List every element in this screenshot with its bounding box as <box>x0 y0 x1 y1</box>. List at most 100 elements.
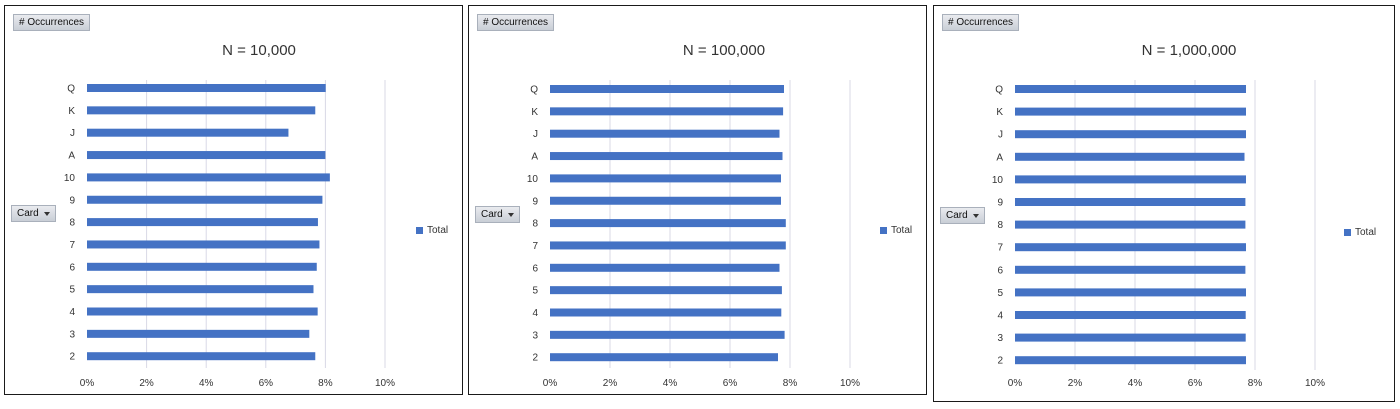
y-category-label: 9 <box>69 195 75 206</box>
y-category-label: 3 <box>532 330 538 341</box>
x-tick-label: 10% <box>840 378 860 389</box>
bar <box>1015 243 1246 252</box>
x-tick-label: 10% <box>1305 378 1325 389</box>
bar <box>550 152 783 161</box>
legend-swatch <box>1344 229 1351 236</box>
bar <box>87 173 330 182</box>
y-category-label: 5 <box>532 286 538 297</box>
occurrences-field-button[interactable]: # Occurrences <box>13 14 91 31</box>
y-category-label: 4 <box>997 311 1003 322</box>
chart-title: N = 10,000 <box>222 42 296 59</box>
bar <box>87 240 320 249</box>
legend-label: Total <box>891 225 913 236</box>
bar <box>550 107 784 116</box>
chevron-down-icon <box>972 213 979 218</box>
y-category-label: 8 <box>997 220 1003 231</box>
bar <box>1015 265 1246 274</box>
y-category-label: 10 <box>64 173 76 184</box>
x-tick-label: 6% <box>259 378 274 389</box>
bar <box>87 262 317 271</box>
y-category-label: A <box>68 151 75 162</box>
y-category-label: 4 <box>69 307 75 318</box>
y-category-label: 10 <box>527 174 539 185</box>
bar <box>1015 220 1246 229</box>
card-field-label: Card <box>946 210 968 221</box>
y-category-label: 6 <box>532 263 538 274</box>
y-category-label: Q <box>67 84 75 95</box>
y-category-label: A <box>996 152 1003 163</box>
bar <box>1015 311 1246 319</box>
y-category-label: 2 <box>69 352 75 363</box>
y-category-label: 4 <box>532 308 538 319</box>
bar <box>87 128 289 137</box>
x-tick-label: 0% <box>543 378 558 389</box>
bar <box>550 330 785 339</box>
card-field-button[interactable]: Card <box>475 206 520 223</box>
card-field-label: Card <box>17 208 39 219</box>
card-field-label: Card <box>481 209 503 220</box>
bar <box>87 307 318 316</box>
bar <box>550 353 778 362</box>
y-category-label: K <box>68 106 75 117</box>
x-tick-label: 2% <box>1068 378 1083 389</box>
legend: Total <box>880 225 912 236</box>
chart-panel: # Occurrences N = 1,000,000 Card 0% 2% 4% 6… <box>933 5 1395 402</box>
bar <box>87 195 323 204</box>
chart-title: N = 100,000 <box>682 42 766 59</box>
chart-title: N = 1,000,000 <box>1141 42 1237 59</box>
y-category-label: 10 <box>992 175 1004 186</box>
legend-swatch <box>416 227 423 234</box>
x-tick-label: 8% <box>1248 378 1263 389</box>
y-category-label: 5 <box>997 288 1003 299</box>
bar <box>87 352 316 361</box>
x-tick-label: 0% <box>80 378 95 389</box>
y-category-label: 7 <box>532 241 538 252</box>
bar <box>1015 107 1246 116</box>
y-category-label: 3 <box>69 329 75 340</box>
occurrences-field-button[interactable]: # Occurrences <box>477 14 555 31</box>
x-tick-label: 2% <box>139 378 154 389</box>
y-category-label: 7 <box>69 240 75 251</box>
x-tick-label: 4% <box>663 378 678 389</box>
legend-swatch <box>880 227 887 234</box>
x-tick-label: 4% <box>199 378 214 389</box>
legend-label: Total <box>1355 227 1377 238</box>
y-category-label: J <box>998 130 1003 141</box>
bar <box>1015 356 1246 365</box>
card-field-button[interactable]: Card <box>940 207 985 224</box>
bar <box>550 219 786 228</box>
x-tick-label: 8% <box>783 378 798 389</box>
bar <box>1015 198 1246 206</box>
bar <box>1015 288 1246 297</box>
x-tick-label: 6% <box>723 378 738 389</box>
bar <box>1015 85 1246 93</box>
y-category-label: 2 <box>532 353 538 364</box>
bar <box>1015 175 1246 184</box>
chevron-down-icon <box>43 211 50 216</box>
legend: Total <box>1344 227 1376 238</box>
chart-panel: # Occurrences N = 100,000 Card 0% 2% 4% 6% 8… <box>468 5 927 395</box>
bar <box>550 263 780 272</box>
card-field-button[interactable]: Card <box>11 205 56 222</box>
bar <box>87 329 310 338</box>
y-category-label: Q <box>530 85 538 96</box>
x-tick-label: 10% <box>375 378 395 389</box>
bar <box>87 218 318 227</box>
y-category-label: K <box>996 107 1003 118</box>
chart-panel: # Occurrences N = 10,000 Card 0% 2% 4% 6% 8%… <box>4 5 463 395</box>
x-tick-label: 8% <box>318 378 333 389</box>
y-category-label: J <box>70 128 75 139</box>
legend: Total <box>416 225 448 236</box>
occurrences-field-button[interactable]: # Occurrences <box>942 14 1020 31</box>
x-tick-label: 0% <box>1008 378 1023 389</box>
x-tick-label: 6% <box>1188 378 1203 389</box>
y-category-label: K <box>531 107 538 118</box>
bar <box>87 285 314 294</box>
y-category-label: 7 <box>997 243 1003 254</box>
y-category-label: Q <box>995 85 1003 96</box>
x-tick-label: 2% <box>603 378 618 389</box>
x-tick-label: 4% <box>1128 378 1143 389</box>
